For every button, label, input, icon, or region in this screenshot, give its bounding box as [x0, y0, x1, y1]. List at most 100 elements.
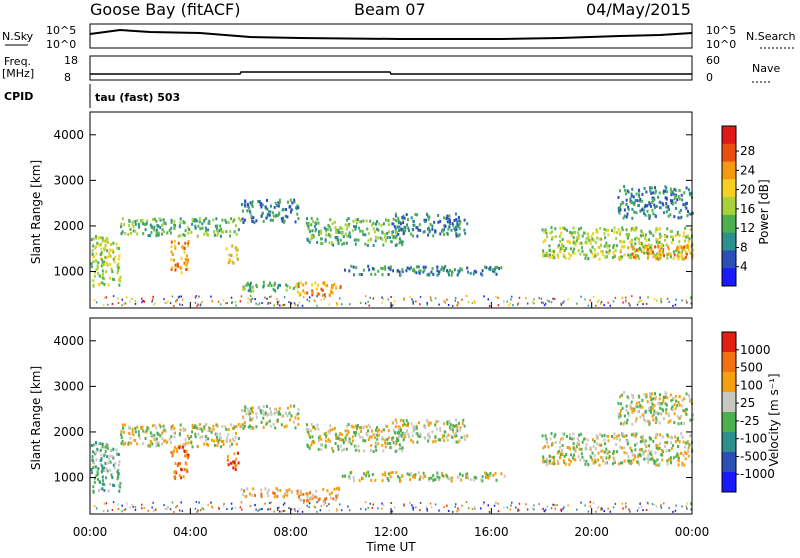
velocity-cell	[668, 414, 671, 418]
velocity-cell	[638, 452, 641, 456]
x-tick-label: 20:00	[574, 525, 609, 539]
power-cell	[443, 266, 445, 270]
power-cell	[180, 295, 182, 298]
velocity-heatmap	[90, 391, 694, 513]
power-cell	[344, 223, 347, 227]
velocity-cell	[371, 473, 374, 477]
velocity-cell	[283, 509, 286, 512]
velocity-cell	[620, 402, 622, 406]
power-cell	[402, 232, 405, 236]
velocity-cell	[140, 427, 143, 431]
velocity-cell	[131, 430, 134, 434]
power-cell	[466, 222, 469, 226]
power-cell	[643, 251, 646, 255]
velocity-cell	[116, 469, 119, 473]
velocity-cell	[391, 510, 393, 513]
power-cell	[419, 269, 422, 273]
power-cell	[512, 304, 514, 307]
velocity-cell	[109, 454, 112, 458]
velocity-cell	[290, 490, 293, 494]
power-cell	[301, 304, 304, 307]
velocity-cell	[455, 440, 458, 444]
velocity-cell	[630, 400, 633, 404]
power-cell	[304, 281, 307, 285]
velocity-cell	[310, 422, 313, 426]
velocity-cell	[378, 428, 380, 432]
power-cell	[459, 267, 462, 271]
velocity-cell	[410, 472, 412, 476]
power-cell	[297, 304, 299, 307]
power-cell	[138, 225, 140, 229]
velocity-cell	[101, 442, 104, 446]
power-cell	[685, 252, 688, 256]
velocity-cell	[626, 442, 629, 445]
power-cell	[397, 269, 399, 273]
velocity-cell	[200, 427, 203, 431]
velocity-cell	[461, 473, 464, 477]
power-cell	[123, 302, 126, 305]
velocity-cell	[159, 434, 162, 438]
velocity-cell	[578, 433, 580, 437]
power-cell	[471, 302, 474, 304]
power-cell	[286, 284, 289, 288]
power-cell	[405, 213, 408, 217]
power-cell	[219, 303, 222, 306]
velocity-cell	[651, 402, 654, 406]
velocity-cell	[170, 428, 173, 431]
velocity-cell	[613, 436, 616, 440]
power-cell	[629, 240, 632, 244]
power-cell	[230, 217, 233, 221]
power-cell	[452, 223, 455, 227]
velocity-cell	[316, 510, 318, 513]
velocity-cell	[198, 423, 201, 426]
velocity-cell	[654, 397, 657, 401]
velocity-cell	[397, 475, 399, 479]
velocity-cell	[120, 430, 123, 433]
velocity-cell	[619, 438, 621, 442]
power-cell	[559, 239, 562, 243]
power-cell	[623, 253, 626, 257]
power-cell	[117, 302, 120, 304]
power-cell	[405, 269, 408, 273]
power-cell	[660, 249, 663, 252]
x-tick-label: 00:00	[675, 525, 710, 539]
power-cell	[327, 228, 330, 231]
nave-tick-top: 60	[706, 54, 720, 67]
velocity-cell	[364, 501, 367, 504]
power-cell	[308, 240, 311, 244]
power-cell	[592, 255, 595, 259]
power-cell	[249, 209, 251, 213]
velocity-cell	[576, 508, 578, 511]
velocity-cell	[594, 458, 597, 462]
velocity-cell	[175, 506, 177, 509]
power-cell	[234, 224, 237, 228]
power-cell	[424, 220, 427, 224]
velocity-cell	[175, 447, 178, 451]
power-cell	[386, 231, 389, 235]
power-cell	[627, 253, 630, 257]
power-cell	[431, 267, 434, 271]
power-cell	[597, 252, 599, 256]
power-cell	[173, 239, 176, 243]
power-cell	[481, 269, 484, 273]
power-cell	[267, 301, 269, 304]
power-cell	[359, 220, 362, 224]
velocity-cell	[117, 463, 120, 467]
velocity-cell	[142, 442, 145, 445]
power-cell	[667, 253, 670, 257]
power-cell	[552, 297, 554, 300]
velocity-cell	[412, 473, 415, 477]
power-cell	[634, 199, 637, 202]
power-cell	[235, 249, 238, 253]
velocity-cell	[497, 502, 499, 505]
velocity-cell	[683, 463, 686, 467]
power-cell	[608, 249, 611, 253]
velocity-cell	[678, 440, 681, 444]
velocity-cell	[684, 410, 687, 414]
power-cell	[670, 201, 673, 205]
velocity-cell	[484, 471, 486, 475]
velocity-cell	[120, 433, 123, 437]
velocity-cell	[100, 470, 103, 474]
power-cell	[376, 220, 378, 224]
velocity-cell	[615, 450, 618, 454]
